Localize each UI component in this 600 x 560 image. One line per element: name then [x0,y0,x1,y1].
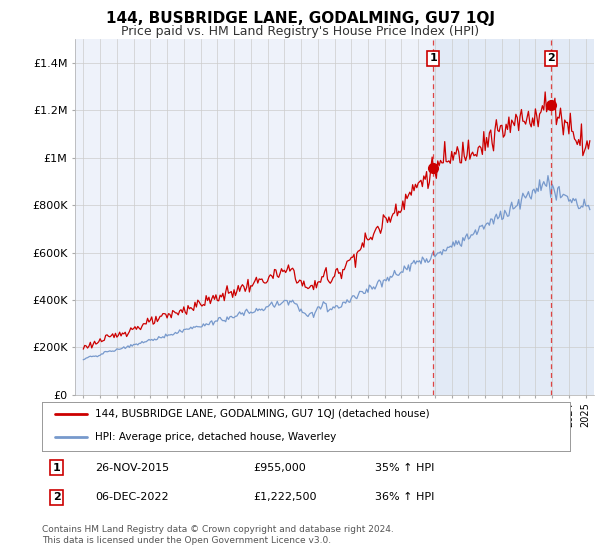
Text: Contains HM Land Registry data © Crown copyright and database right 2024.
This d: Contains HM Land Registry data © Crown c… [42,525,394,545]
Text: 144, BUSBRIDGE LANE, GODALMING, GU7 1QJ (detached house): 144, BUSBRIDGE LANE, GODALMING, GU7 1QJ … [95,409,430,419]
Text: 1: 1 [53,463,61,473]
Text: 2: 2 [53,492,61,502]
Bar [433,39,594,395]
Text: Price paid vs. HM Land Registry's House Price Index (HPI): Price paid vs. HM Land Registry's House … [121,25,479,38]
Text: HPI: Average price, detached house, Waverley: HPI: Average price, detached house, Wave… [95,432,336,442]
Text: 36% ↑ HPI: 36% ↑ HPI [374,492,434,502]
Text: 2: 2 [547,53,554,63]
Text: 26-NOV-2015: 26-NOV-2015 [95,463,169,473]
Text: £955,000: £955,000 [253,463,306,473]
Text: 35% ↑ HPI: 35% ↑ HPI [374,463,434,473]
Text: 1: 1 [430,53,437,63]
Text: £1,222,500: £1,222,500 [253,492,317,502]
Text: 06-DEC-2022: 06-DEC-2022 [95,492,169,502]
Text: 144, BUSBRIDGE LANE, GODALMING, GU7 1QJ: 144, BUSBRIDGE LANE, GODALMING, GU7 1QJ [106,11,494,26]
